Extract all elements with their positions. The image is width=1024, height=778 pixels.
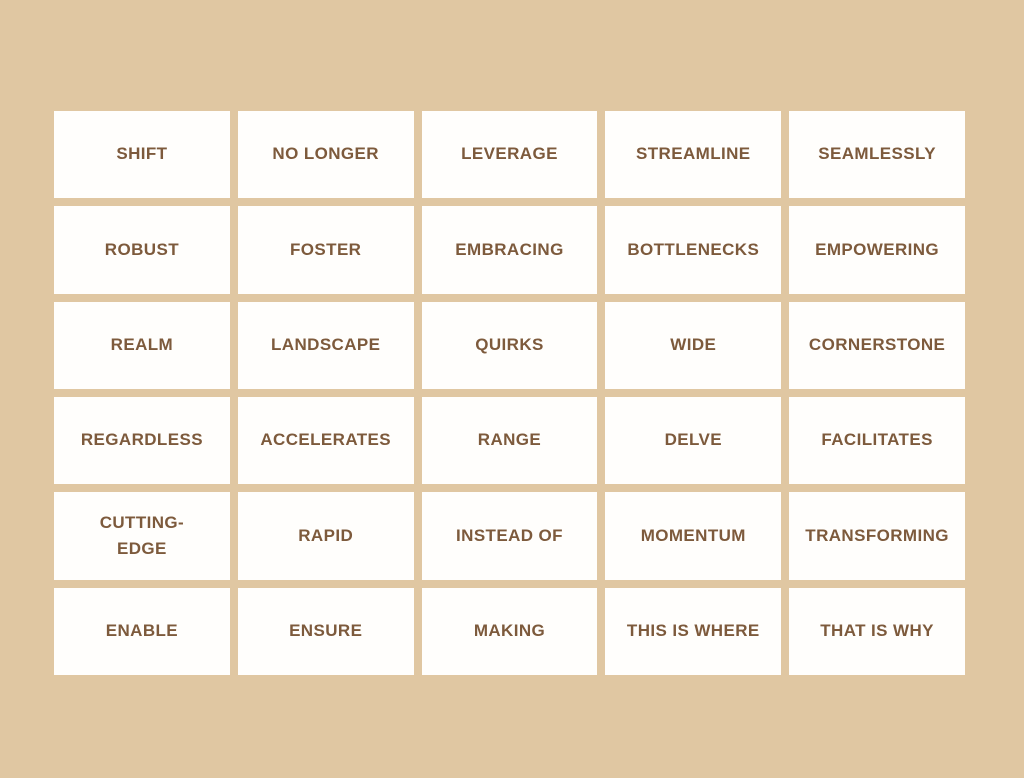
word-card-label: BOTTLENECKS — [627, 239, 760, 259]
word-card-label: LEVERAGE — [461, 144, 558, 164]
word-card[interactable]: FACILITATES — [789, 397, 965, 485]
word-card[interactable]: INSTEAD OF — [421, 492, 598, 580]
word-card-label: WIDE — [670, 335, 717, 355]
word-card-label: INSTEAD OF — [456, 525, 563, 545]
word-card[interactable]: SEAMLESSLY — [789, 111, 965, 199]
word-card-label: ACCELERATES — [260, 430, 392, 450]
word-card-label: ENSURE — [289, 621, 363, 641]
word-card-label: SEAMLESSLY — [818, 144, 936, 164]
word-card[interactable]: BOTTLENECKS — [605, 206, 782, 294]
word-card[interactable]: MAKING — [421, 587, 598, 675]
word-card-label: NO LONGER — [272, 144, 379, 164]
word-card[interactable]: ROBUST — [54, 206, 230, 294]
word-card[interactable]: MOMENTUM — [605, 492, 782, 580]
word-card[interactable]: EMBRACING — [421, 206, 598, 294]
word-card-label: EMPOWERING — [815, 239, 940, 259]
word-card[interactable]: LANDSCAPE — [237, 301, 414, 389]
word-card-label: CORNERSTONE — [808, 335, 946, 355]
word-card[interactable]: FOSTER — [237, 206, 414, 294]
word-card[interactable]: ACCELERATES — [237, 397, 414, 485]
word-card-label: FOSTER — [290, 239, 362, 259]
word-card-label: MAKING — [473, 621, 546, 641]
word-card[interactable]: REALM — [54, 301, 230, 389]
word-card-label: MOMENTUM — [640, 525, 746, 545]
word-card-label: THAT IS WHY — [820, 621, 934, 641]
word-card-label: TRANSFORMING — [805, 525, 949, 545]
word-card-label: FACILITATES — [821, 430, 933, 450]
word-card-label: ENABLE — [105, 621, 179, 641]
word-card-label: EMBRACING — [455, 239, 564, 259]
word-card-label: THIS IS WHERE — [626, 621, 760, 641]
word-card[interactable]: TRANSFORMING — [789, 492, 965, 580]
word-card[interactable]: DELVE — [605, 397, 782, 485]
word-card[interactable]: REGARDLESS — [54, 397, 230, 485]
word-card-label: REGARDLESS — [80, 430, 203, 450]
word-card[interactable]: WIDE — [605, 301, 782, 389]
word-card[interactable]: CUTTING- EDGE — [54, 492, 230, 580]
word-card-label: LANDSCAPE — [271, 335, 381, 355]
word-card[interactable]: QUIRKS — [421, 301, 598, 389]
word-card-label: QUIRKS — [475, 335, 544, 355]
word-card-label: RAPID — [298, 525, 354, 545]
word-card[interactable]: THIS IS WHERE — [605, 587, 782, 675]
word-card-label: STREAMLINE — [636, 144, 751, 164]
word-card[interactable]: ENSURE — [237, 587, 414, 675]
word-card-label: SHIFT — [116, 144, 168, 164]
word-card-label: RANGE — [477, 430, 542, 450]
word-card-label: CUTTING- EDGE — [99, 512, 185, 558]
word-card[interactable]: STREAMLINE — [605, 111, 782, 199]
word-card[interactable]: SHIFT — [54, 111, 230, 199]
word-card[interactable]: ENABLE — [54, 587, 230, 675]
word-card[interactable]: RAPID — [237, 492, 414, 580]
word-card[interactable]: THAT IS WHY — [789, 587, 965, 675]
word-card-label: DELVE — [664, 430, 722, 450]
word-card-label: REALM — [110, 335, 174, 355]
word-card[interactable]: LEVERAGE — [421, 111, 598, 199]
word-card[interactable]: EMPOWERING — [789, 206, 965, 294]
word-card-label: ROBUST — [104, 239, 179, 259]
word-card[interactable]: RANGE — [421, 397, 598, 485]
word-card[interactable]: CORNERSTONE — [789, 301, 965, 389]
buzzword-bingo-board: SHIFT NO LONGER LEVERAGE STREAMLINE SEAM… — [54, 111, 965, 675]
word-card[interactable]: NO LONGER — [237, 111, 414, 199]
